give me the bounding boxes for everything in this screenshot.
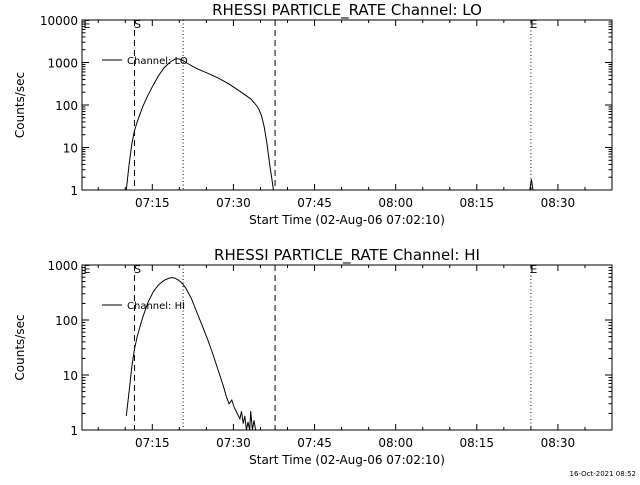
x-tick-label: 07:30 [216, 436, 251, 450]
x-tick-label: 07:30 [216, 196, 251, 210]
chart-title: RHESSI PARTICLE_RATE Channel: LO [212, 1, 482, 20]
y-tick-label: 100 [55, 99, 78, 113]
marker-label: E [530, 18, 537, 31]
x-tick-label: 08:00 [378, 436, 413, 450]
legend-label: Channel: HI [127, 301, 185, 312]
y-tick-label: 10 [63, 369, 78, 383]
y-tick-label: 1 [70, 424, 78, 438]
y-axis-label: Counts/sec [13, 314, 27, 380]
corner-label: E [84, 263, 91, 276]
series-line [529, 179, 534, 191]
x-tick-label: 08:00 [378, 196, 413, 210]
corner-label: E [84, 18, 91, 31]
y-tick-label: 10 [63, 142, 78, 156]
x-axis-label: Start Time (02-Aug-06 07:02:10) [249, 213, 445, 227]
series-line [125, 58, 274, 191]
chart-title: RHESSI PARTICLE_RATE Channel: HI [214, 246, 480, 265]
y-tick-label: 1 [70, 184, 78, 198]
x-tick-label: 08:15 [459, 196, 494, 210]
x-tick-label: 08:30 [541, 436, 576, 450]
footer-timestamp: 16-Oct-2021 08:52 [569, 470, 636, 478]
x-tick-label: 07:15 [135, 196, 170, 210]
plot-frame [81, 264, 613, 431]
x-axis-label: Start Time (02-Aug-06 07:02:10) [249, 453, 445, 467]
plot-frame [81, 19, 613, 191]
y-tick-label: 1000 [47, 57, 78, 71]
legend-label: Channel: LO [127, 56, 188, 67]
marker-label: S [134, 18, 141, 31]
x-tick-label: 07:15 [135, 436, 170, 450]
y-tick-label: 1000 [47, 259, 78, 273]
series-line [125, 277, 257, 431]
y-tick-label: 10000 [40, 14, 78, 28]
marker-label: S [134, 263, 141, 276]
x-tick-label: 07:45 [297, 196, 332, 210]
x-tick-label: 08:15 [459, 436, 494, 450]
y-axis-label: Counts/sec [13, 72, 27, 138]
marker-label: E [530, 263, 537, 276]
y-tick-label: 100 [55, 314, 78, 328]
x-tick-label: 08:30 [541, 196, 576, 210]
x-tick-label: 07:45 [297, 436, 332, 450]
